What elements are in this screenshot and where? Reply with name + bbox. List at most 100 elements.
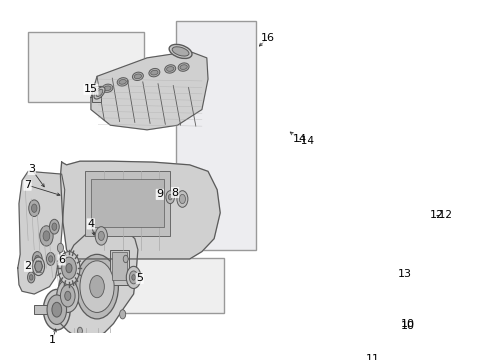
Bar: [176, 21, 256, 250]
Ellipse shape: [134, 74, 142, 79]
Text: 9: 9: [156, 189, 163, 199]
Ellipse shape: [94, 87, 105, 99]
Circle shape: [80, 261, 114, 312]
Text: 6: 6: [58, 255, 65, 265]
Text: 10: 10: [401, 321, 415, 331]
Circle shape: [29, 200, 40, 216]
Text: 7: 7: [24, 180, 31, 190]
Circle shape: [387, 99, 398, 115]
Text: 2: 2: [24, 261, 32, 271]
Ellipse shape: [151, 70, 158, 75]
Polygon shape: [373, 279, 431, 360]
Text: 16: 16: [261, 33, 275, 42]
Circle shape: [90, 275, 104, 298]
Circle shape: [43, 231, 50, 241]
Ellipse shape: [104, 86, 111, 91]
Circle shape: [408, 298, 423, 321]
Ellipse shape: [172, 47, 189, 56]
Bar: [91, 179, 164, 227]
Polygon shape: [54, 229, 138, 340]
Bar: [385, 257, 403, 268]
Circle shape: [371, 343, 380, 356]
Bar: [424, 333, 436, 340]
Circle shape: [60, 285, 75, 307]
Circle shape: [58, 252, 80, 285]
Text: 15: 15: [84, 84, 98, 94]
Circle shape: [52, 223, 57, 230]
Circle shape: [66, 264, 72, 273]
Circle shape: [47, 252, 55, 265]
Text: 12: 12: [430, 210, 444, 220]
Bar: [391, 119, 395, 137]
Ellipse shape: [165, 65, 176, 73]
Circle shape: [32, 252, 42, 266]
Circle shape: [385, 305, 409, 342]
Circle shape: [412, 304, 419, 315]
Polygon shape: [60, 161, 220, 259]
Bar: [390, 137, 396, 142]
Circle shape: [132, 275, 135, 280]
Circle shape: [169, 194, 172, 200]
Circle shape: [52, 302, 62, 317]
Circle shape: [44, 289, 70, 330]
Circle shape: [65, 291, 71, 301]
Circle shape: [385, 95, 401, 119]
Bar: [384, 171, 404, 225]
Circle shape: [29, 275, 33, 280]
Text: 13: 13: [398, 269, 412, 279]
Bar: [34, 305, 55, 314]
Bar: [85, 171, 170, 236]
Circle shape: [49, 256, 53, 262]
Bar: [386, 176, 402, 220]
Circle shape: [27, 272, 35, 283]
Bar: [110, 250, 129, 285]
Circle shape: [179, 194, 185, 204]
Circle shape: [35, 255, 40, 263]
Circle shape: [126, 266, 141, 288]
Ellipse shape: [381, 244, 407, 252]
Circle shape: [120, 310, 126, 319]
Circle shape: [40, 226, 53, 246]
Text: 4: 4: [87, 219, 95, 229]
Circle shape: [98, 231, 104, 240]
Ellipse shape: [119, 80, 126, 84]
Ellipse shape: [96, 89, 103, 96]
Text: 10: 10: [401, 319, 415, 329]
Ellipse shape: [149, 68, 160, 77]
Circle shape: [57, 243, 64, 252]
Circle shape: [57, 279, 79, 312]
Circle shape: [389, 311, 405, 336]
Circle shape: [374, 347, 377, 352]
Bar: [383, 252, 405, 256]
Text: -12: -12: [436, 210, 452, 220]
Circle shape: [35, 261, 42, 272]
Text: 8: 8: [172, 188, 179, 198]
Text: 3: 3: [28, 165, 35, 175]
Circle shape: [31, 204, 37, 212]
Ellipse shape: [117, 78, 128, 86]
Ellipse shape: [178, 63, 189, 71]
Polygon shape: [18, 171, 65, 294]
Bar: [382, 164, 406, 240]
Circle shape: [177, 191, 188, 207]
Circle shape: [123, 255, 128, 263]
Circle shape: [95, 227, 107, 245]
Text: -14: -14: [297, 136, 315, 146]
Bar: [388, 268, 400, 274]
Text: 11: 11: [366, 354, 380, 360]
Circle shape: [166, 191, 174, 204]
Bar: [379, 159, 409, 247]
Circle shape: [32, 257, 45, 275]
Circle shape: [47, 295, 67, 324]
Text: 1: 1: [49, 335, 56, 345]
Ellipse shape: [379, 157, 409, 167]
Polygon shape: [91, 51, 208, 130]
Circle shape: [62, 257, 76, 279]
Text: 5: 5: [136, 273, 143, 283]
Ellipse shape: [132, 72, 144, 81]
Bar: [112, 252, 127, 280]
Circle shape: [129, 271, 138, 284]
Ellipse shape: [102, 84, 113, 93]
Bar: [92, 86, 101, 102]
Bar: [87, 258, 223, 313]
